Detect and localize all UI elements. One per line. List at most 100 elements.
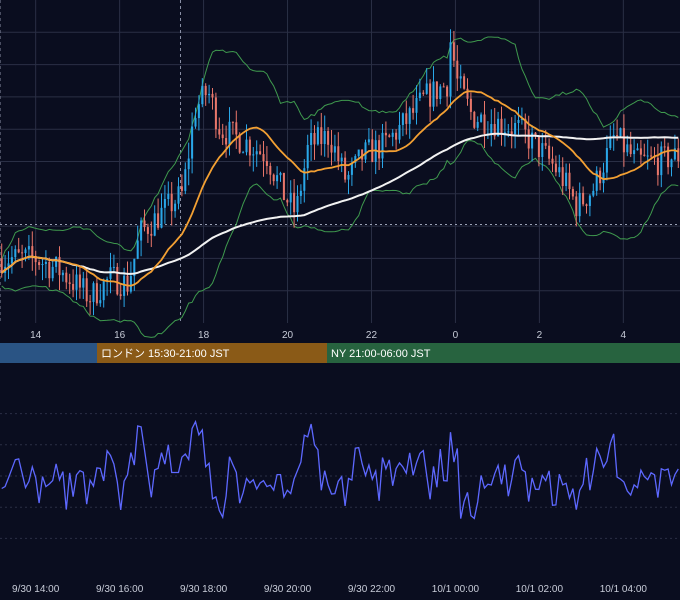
candle-body bbox=[514, 123, 517, 135]
price-x-tick-label: 14 bbox=[30, 330, 42, 341]
candle-body bbox=[452, 42, 455, 61]
candle-body bbox=[214, 97, 217, 130]
candle-body bbox=[248, 139, 251, 156]
candle-body bbox=[463, 76, 466, 89]
candle-body bbox=[238, 134, 241, 153]
price-x-tick-label: 0 bbox=[453, 330, 459, 341]
candle-body bbox=[204, 85, 207, 96]
candle-body bbox=[296, 195, 299, 213]
candle-body bbox=[320, 127, 323, 145]
candle-body bbox=[456, 60, 459, 79]
candle-body bbox=[136, 240, 139, 259]
candle-body bbox=[490, 124, 493, 134]
candle-body bbox=[262, 154, 265, 162]
candle-body bbox=[55, 256, 58, 267]
candle-body bbox=[197, 104, 200, 119]
candle-body bbox=[65, 272, 68, 283]
candle-body bbox=[340, 157, 343, 162]
candle-body bbox=[639, 148, 642, 155]
candle-body bbox=[602, 172, 605, 184]
candle-body bbox=[72, 283, 75, 290]
candle-body bbox=[633, 150, 636, 155]
osc-x-tick-label: 9/30 16:00 bbox=[96, 584, 144, 595]
oscillator-line bbox=[1, 419, 679, 520]
candle-body bbox=[378, 140, 381, 159]
candle-body bbox=[364, 142, 367, 160]
session-ny bbox=[327, 343, 680, 363]
candle-body bbox=[112, 266, 115, 268]
candle-body bbox=[157, 213, 160, 228]
bollinger-lower-line bbox=[1, 140, 679, 338]
candle-body bbox=[259, 151, 262, 155]
candle-body bbox=[476, 121, 479, 128]
candle-body bbox=[323, 130, 326, 145]
moving-averages bbox=[1, 90, 679, 287]
candle-body bbox=[357, 149, 360, 157]
candle-body bbox=[102, 280, 105, 301]
candle-body bbox=[432, 81, 435, 107]
candle-body bbox=[643, 154, 646, 156]
candle-body bbox=[255, 151, 258, 155]
candle-body bbox=[585, 204, 588, 206]
candle-body bbox=[116, 266, 119, 295]
candle-body bbox=[191, 126, 194, 159]
candle-body bbox=[395, 132, 398, 140]
candle-body bbox=[520, 118, 523, 121]
candle-body bbox=[126, 275, 129, 292]
candle-body bbox=[14, 249, 17, 258]
candle-body bbox=[187, 158, 190, 170]
candle-body bbox=[177, 186, 180, 204]
candle-body bbox=[531, 132, 534, 149]
price-x-tick-label: 20 bbox=[282, 330, 294, 341]
candle-body bbox=[605, 148, 608, 173]
candle-body bbox=[622, 128, 625, 153]
price-x-axis: 14 16 18 20 22 0 2 4 bbox=[30, 330, 626, 341]
candle-body bbox=[140, 220, 143, 241]
candle-body bbox=[235, 122, 238, 135]
candle-body bbox=[541, 143, 544, 157]
candle-body bbox=[129, 276, 132, 292]
candle-body bbox=[629, 144, 632, 155]
price-x-tick-label: 2 bbox=[537, 330, 543, 341]
candle-body bbox=[469, 98, 472, 112]
candle-body bbox=[670, 159, 673, 168]
candle-body bbox=[636, 148, 639, 151]
candle-body bbox=[211, 93, 214, 98]
candle-body bbox=[405, 113, 408, 124]
candle-body bbox=[269, 165, 272, 175]
candle-body bbox=[442, 86, 445, 88]
candle-body bbox=[333, 146, 336, 153]
candle-body bbox=[337, 146, 340, 162]
candle-body bbox=[82, 278, 85, 288]
candle-body bbox=[310, 132, 313, 145]
candle-body bbox=[228, 121, 231, 145]
candle-body bbox=[350, 162, 353, 175]
candle-body bbox=[493, 124, 496, 137]
ma-short-line bbox=[1, 90, 679, 287]
candle-body bbox=[58, 256, 61, 276]
candle-body bbox=[31, 246, 34, 257]
candle-body bbox=[367, 139, 370, 143]
candle-body bbox=[242, 152, 245, 154]
candle-body bbox=[282, 172, 285, 201]
candle-body bbox=[245, 139, 248, 153]
candle-body bbox=[106, 278, 109, 281]
candle-body bbox=[252, 154, 255, 156]
candle-body bbox=[316, 127, 319, 145]
candle-body bbox=[41, 263, 44, 266]
candle-body bbox=[667, 146, 670, 168]
price-grid bbox=[0, 0, 680, 323]
candle-body bbox=[446, 86, 449, 97]
candle-body bbox=[265, 161, 268, 166]
candle-body bbox=[327, 130, 330, 145]
candle-body bbox=[160, 207, 163, 228]
candle-body bbox=[21, 252, 24, 254]
ma-long-line bbox=[1, 132, 679, 275]
candle-body bbox=[510, 131, 513, 135]
candle-body bbox=[571, 189, 574, 197]
candle-body bbox=[231, 121, 234, 123]
candle-body bbox=[167, 193, 170, 199]
osc-x-tick-label: 10/1 02:00 bbox=[516, 584, 564, 595]
candle-body bbox=[208, 93, 211, 96]
